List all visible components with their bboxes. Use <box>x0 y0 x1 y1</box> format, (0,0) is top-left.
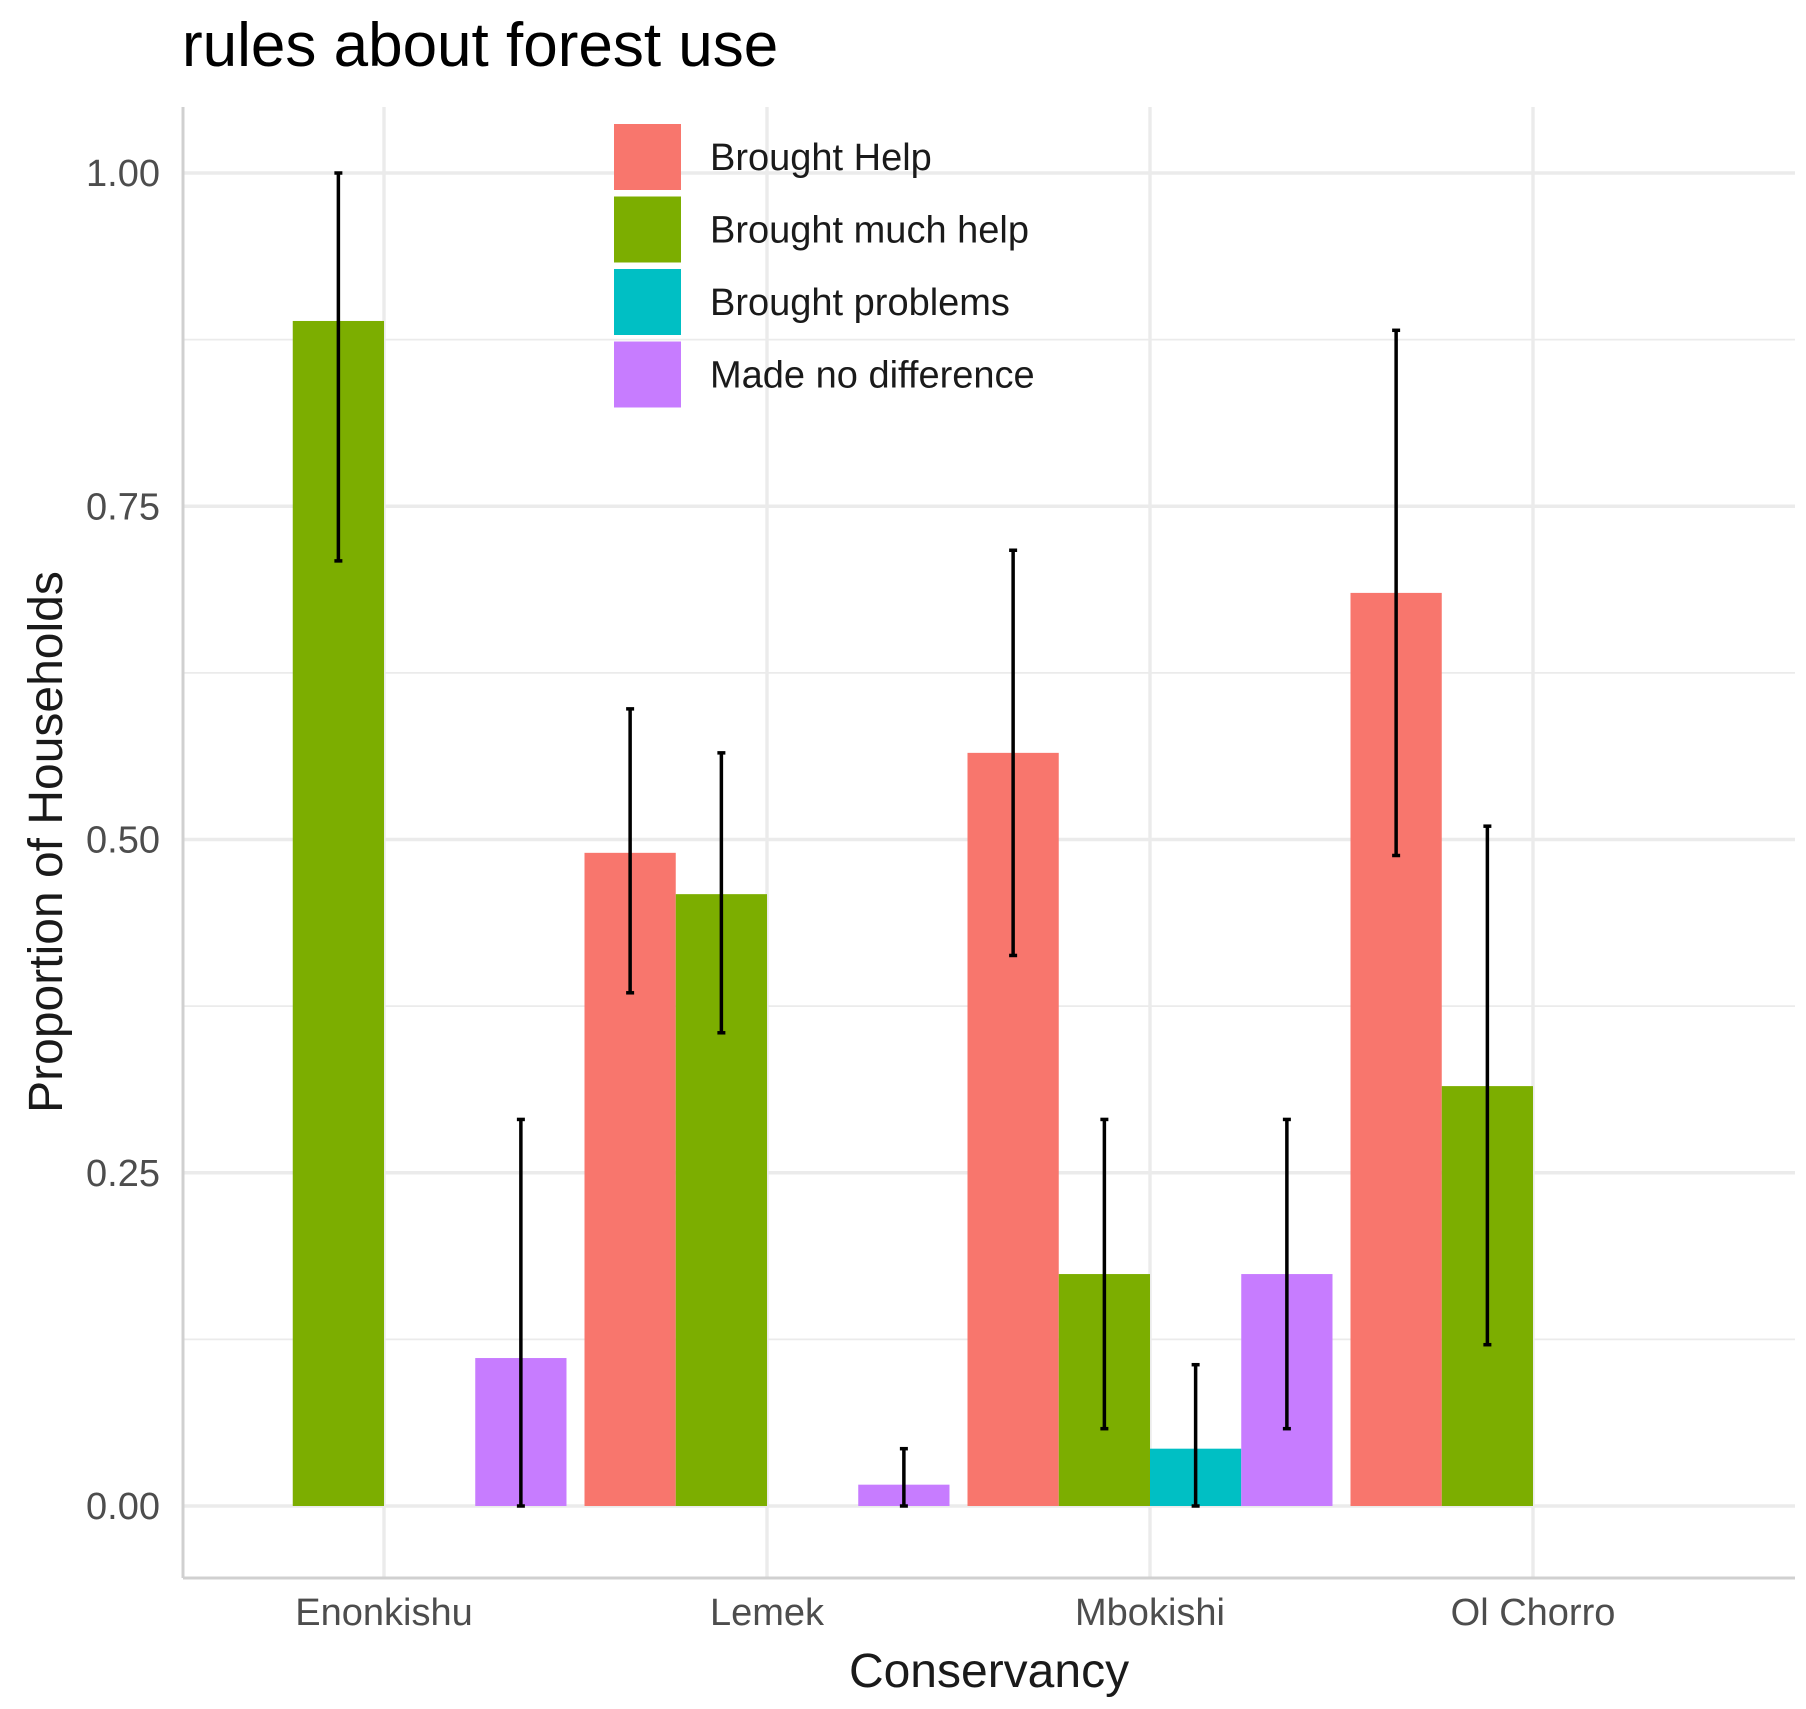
legend-item: Brought much help <box>614 196 1029 263</box>
error-bars <box>334 171 1492 1508</box>
y-tick-label: 0.25 <box>86 1153 160 1195</box>
error-bar <box>1009 548 1018 958</box>
legend-key <box>614 124 681 190</box>
error-bar <box>899 1446 908 1508</box>
legend-label: Brought problems <box>710 282 1010 324</box>
error-bar <box>1191 1362 1200 1508</box>
legend: Brought Help Brought much help Brought pro… <box>614 124 1035 408</box>
y-tick-label: 1.00 <box>86 153 160 195</box>
error-bar <box>717 751 726 1035</box>
y-tick-labels: 0.00 0.25 0.50 0.75 1.00 <box>86 153 160 1528</box>
error-bar <box>1100 1117 1109 1431</box>
chart-title: rules about forest use <box>182 11 778 80</box>
y-tick-label: 0.50 <box>86 820 160 862</box>
error-bar <box>1483 824 1492 1347</box>
x-tick-label: Enonkishu <box>295 1592 472 1634</box>
legend-item: Brought Help <box>614 124 932 190</box>
bars <box>292 320 1533 1506</box>
legend-label: Made no difference <box>710 355 1035 397</box>
legend-label: Brought much help <box>710 210 1029 252</box>
error-bar <box>334 171 343 563</box>
legend-key <box>614 269 681 335</box>
error-bar <box>626 707 635 995</box>
x-tick-labels: Enonkishu Lemek Mbokishi Ol Chorro <box>295 1592 1615 1634</box>
x-axis-label: Conservancy <box>849 1645 1129 1698</box>
x-tick-label: Ol Chorro <box>1451 1592 1616 1634</box>
error-bar <box>516 1117 525 1508</box>
legend-item: Brought problems <box>614 269 1010 335</box>
legend-key <box>614 196 681 263</box>
y-axis-label: Proportion of Households <box>20 571 73 1113</box>
legend-label: Brought Help <box>710 137 932 179</box>
error-bar <box>1282 1117 1291 1431</box>
y-tick-label: 0.00 <box>86 1486 160 1528</box>
legend-key <box>614 341 681 408</box>
x-tick-label: Lemek <box>710 1592 825 1634</box>
x-tick-label: Mbokishi <box>1075 1592 1225 1634</box>
legend-item: Made no difference <box>614 341 1035 408</box>
y-tick-label: 0.75 <box>86 486 160 528</box>
error-bar <box>1392 328 1401 858</box>
axes <box>181 107 1795 1580</box>
